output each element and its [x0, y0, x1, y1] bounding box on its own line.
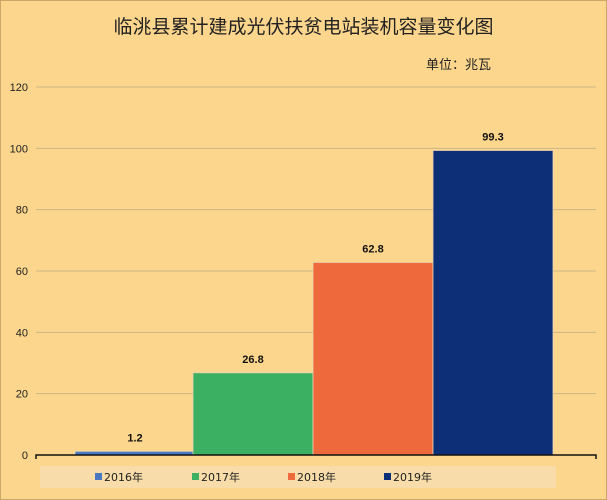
bar-2019年 [432, 150, 554, 456]
y-tick-label: 0 [22, 450, 28, 462]
y-tick-label: 100 [10, 143, 28, 155]
x-axis [35, 454, 597, 459]
legend-swatch [95, 473, 102, 480]
y-tick-label: 80 [16, 205, 28, 217]
data-label: 99.3 [482, 131, 503, 143]
legend-item: 2017年 [201, 470, 240, 484]
bar-2017年 [192, 372, 314, 456]
unit-label: 单位：兆瓦 [426, 58, 492, 73]
y-tick-label: 40 [16, 327, 28, 339]
legend-item: 2016年 [104, 470, 143, 484]
y-tick-label: 60 [16, 266, 28, 278]
legend-item: 2019年 [393, 470, 432, 484]
data-label: 1.2 [127, 432, 142, 444]
legend-swatch [384, 473, 391, 480]
y-tick-label: 120 [10, 82, 28, 94]
legend-swatch [192, 473, 199, 480]
chart-title: 临洮县累计建成光伏扶贫电站装机容量变化图 [113, 16, 494, 38]
bar-2018年 [312, 262, 434, 456]
data-label: 26.8 [242, 354, 263, 366]
legend-item: 2018年 [297, 470, 336, 484]
legend-swatch [288, 473, 295, 480]
y-tick-label: 20 [16, 389, 28, 401]
legend-box [40, 466, 556, 488]
data-label: 62.8 [362, 243, 383, 255]
